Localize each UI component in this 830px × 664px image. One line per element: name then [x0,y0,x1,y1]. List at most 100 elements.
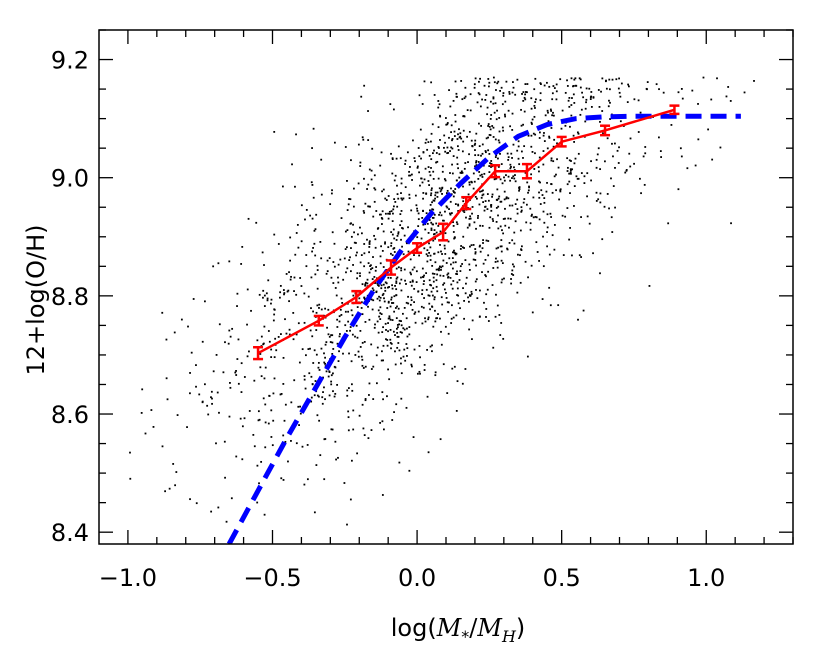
scatter-point [524,98,527,101]
scatter-point [353,241,356,244]
scatter-point [320,347,323,350]
scatter-point [480,190,483,193]
scatter-point [396,276,399,279]
scatter-point [411,268,414,271]
scatter-point [500,163,503,165]
scatter-point [512,81,514,83]
scatter-point [144,432,147,435]
scatter-point [667,222,670,225]
scatter-point [331,341,334,344]
scatter-point [457,167,460,170]
scatter-point [484,200,487,202]
scatter-point [388,286,390,288]
scatter-points [129,76,755,526]
scatter-point [435,285,438,288]
scatter-point [395,267,398,270]
x-tick-label: 0.5 [543,564,581,592]
scatter-point [464,368,467,370]
scatter-point [571,97,573,99]
scatter-point [266,299,269,302]
scatter-point [435,161,437,164]
scatter-point [332,261,335,263]
scatter-point [422,223,425,226]
scatter-point [658,136,660,139]
scatter-point [258,418,261,421]
scatter-point [618,146,620,149]
scatter-point [493,178,496,181]
scatter-point [564,124,567,127]
scatter-point [335,458,337,461]
scatter-point [279,291,282,294]
scatter-point [523,145,526,148]
scatter-point [511,91,514,94]
scatter-point [444,325,447,328]
scatter-point [316,264,319,267]
scatter-point [329,341,332,343]
scatter-point [309,214,312,217]
scatter-point [229,386,232,389]
scatter-point [527,276,529,279]
scatter-point [539,131,541,134]
scatter-point [436,273,439,276]
scatter-point [370,368,373,370]
scatter-point [235,370,237,372]
scatter-point [484,274,487,276]
scatter-point [482,201,485,203]
scatter-point [439,265,441,268]
scatter-point [550,127,553,129]
scatter-point [336,342,339,345]
scatter-point [288,328,291,331]
scatter-point [408,469,411,472]
scatter-point [485,275,487,278]
scatter-point [539,92,542,95]
scatter-point [454,114,457,116]
scatter-point [355,242,357,244]
scatter-point [356,452,359,455]
scatter-point [457,149,460,151]
scatter-point [566,157,569,160]
scatter-point [376,346,379,349]
scatter-point [459,171,462,174]
scatter-point [501,182,504,185]
scatter-point [599,168,601,171]
scatter-point [324,343,327,346]
scatter-point [425,253,428,256]
scatter-point [316,394,319,397]
scatter-point [487,270,490,273]
scatter-point [368,394,370,396]
scatter-point [413,312,416,315]
scatter-point [382,266,385,268]
scatter-point [538,180,540,183]
scatter-point [520,248,522,251]
scatter-point [697,138,700,141]
scatter-point [478,80,480,83]
scatter-point [400,210,403,212]
scatter-point [328,335,331,338]
scatter-point [500,281,503,284]
scatter-point [457,203,460,206]
scatter-point [367,110,369,112]
scatter-point [295,232,298,234]
scatter-point [471,206,474,208]
scatter-point [491,125,494,127]
scatter-point [577,152,580,155]
scatter-point [450,283,453,286]
scatter-point [416,207,418,210]
scatter-point [262,296,264,299]
scatter-point [439,244,441,246]
scatter-point [462,129,465,132]
scatter-point [355,324,358,327]
scatter-point [404,159,407,162]
scatter-point [314,254,317,257]
scatter-point [546,147,549,150]
scatter-point [441,253,443,255]
scatter-point [424,141,427,144]
scatter-point [388,210,391,213]
scatter-point [264,446,267,449]
scatter-point [522,99,525,102]
scatter-point [509,217,512,220]
scatter-point [372,289,375,292]
scatter-point [513,166,515,169]
scatter-point [468,183,471,186]
scatter-point [513,231,516,234]
